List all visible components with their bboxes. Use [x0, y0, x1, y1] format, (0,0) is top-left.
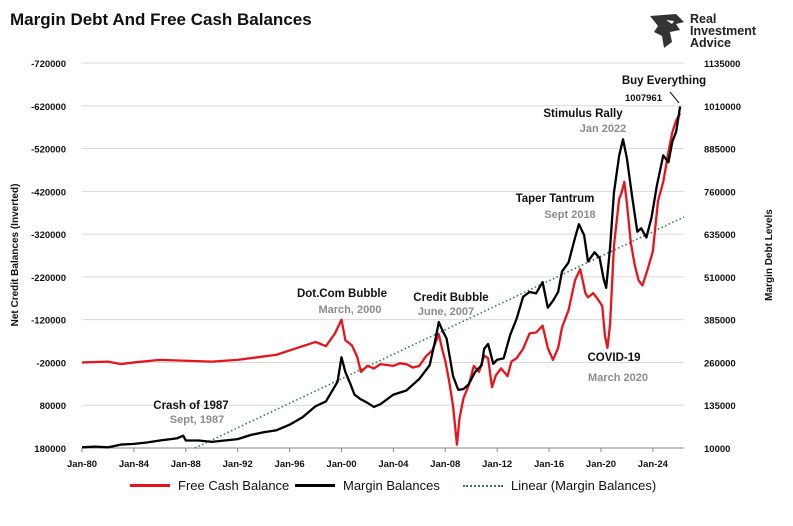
legend-label-free-cash: Free Cash Balance	[178, 478, 290, 493]
y-left-tick-label: -520000	[31, 145, 66, 156]
y-right-tick-label: 135000	[704, 401, 736, 412]
y-right-axis-title: Margin Debt Levels	[764, 209, 775, 301]
series-margin-line	[81, 106, 682, 449]
legend-label-linear: Linear (Margin Balances)	[511, 478, 657, 493]
x-tick-label: Jan-16	[534, 459, 564, 470]
last-value-label: 1007961	[625, 93, 663, 104]
x-tick-label: Jan-24	[638, 459, 669, 470]
annotation-date: March, 2000	[319, 304, 382, 316]
annotation-date: Sept, 1987	[170, 414, 224, 426]
annotation-title: Credit Bubble	[413, 292, 488, 304]
annotation-date: June, 2007	[418, 306, 474, 318]
y-right-tick-label: 760000	[704, 187, 736, 198]
eagle-head-icon	[650, 14, 684, 48]
legend-label-margin: Margin Balances	[343, 478, 440, 493]
logo-line-1: Real	[690, 12, 717, 26]
legend-item-margin: Margin Balances	[295, 478, 440, 493]
annotation-title: Buy Everything	[622, 75, 706, 87]
x-tick-label: Jan-96	[275, 459, 305, 470]
annotation-title: Crash of 1987	[153, 400, 228, 412]
last-value-leader-line	[669, 91, 680, 104]
annotation-title: Stimulus Rally	[543, 108, 623, 120]
legend-swatch-free-cash	[130, 484, 170, 487]
x-tick-label: Jan-20	[586, 459, 616, 470]
series-free-cash-line	[81, 112, 682, 446]
annotation-title: Taper Tantrum	[516, 193, 595, 205]
x-tick-label: Jan-04	[378, 459, 409, 470]
legend-swatch-linear	[463, 484, 503, 487]
y-left-tick-label: -420000	[31, 187, 66, 198]
x-tick-label: Jan-00	[326, 459, 356, 470]
chart-title: Margin Debt And Free Cash Balances	[10, 10, 312, 29]
annotation-date: Sept 2018	[544, 209, 595, 221]
x-tick-label: Jan-92	[223, 459, 253, 470]
annotation-title: Dot.Com Bubble	[297, 288, 387, 300]
brand-logo: Real Investment Advice	[646, 12, 756, 50]
y-right-tick-label: 1010000	[704, 102, 741, 113]
y-right-tick-label: 260000	[704, 358, 736, 369]
logo-line-3: Advice	[690, 36, 731, 50]
y-right-tick-label: 885000	[704, 145, 736, 156]
y-left-tick-label: 80000	[40, 401, 66, 412]
y-left-tick-label: -620000	[31, 102, 66, 113]
y-left-axis-title: Net Credit Balances (Inverted)	[10, 184, 21, 327]
legend-swatch-margin	[295, 484, 335, 487]
annotation-title: COVID-19	[587, 352, 640, 364]
legend-item-free-cash: Free Cash Balance	[130, 478, 289, 493]
y-left-tick-label: 180000	[34, 444, 66, 455]
annotation-date: March 2020	[588, 372, 648, 384]
x-tick-label: Jan-08	[430, 459, 460, 470]
x-tick-label: Jan-84	[119, 459, 150, 470]
legend-item-linear: Linear (Margin Balances)	[463, 478, 656, 493]
annotation-date: Jan 2022	[580, 123, 626, 135]
y-left-tick-label: -320000	[31, 230, 66, 241]
y-left-tick-label: -120000	[31, 316, 66, 327]
chart-legend: Free Cash Balance Margin Balances Linear…	[0, 478, 793, 502]
y-left-tick-label: -20000	[36, 358, 66, 369]
y-right-tick-label: 385000	[704, 316, 736, 327]
x-tick-label: Jan-88	[171, 459, 201, 470]
y-right-tick-label: 1135000	[704, 59, 740, 70]
x-tick-label: Jan-12	[482, 459, 512, 470]
y-left-tick-label: -220000	[31, 273, 66, 284]
y-right-tick-label: 635000	[704, 230, 736, 241]
y-left-tick-label: -720000	[31, 59, 66, 70]
x-tick-label: Jan-80	[67, 459, 97, 470]
y-right-tick-label: 10000	[704, 444, 730, 455]
y-right-tick-label: 510000	[704, 273, 736, 284]
logo-line-2: Investment	[690, 24, 756, 38]
